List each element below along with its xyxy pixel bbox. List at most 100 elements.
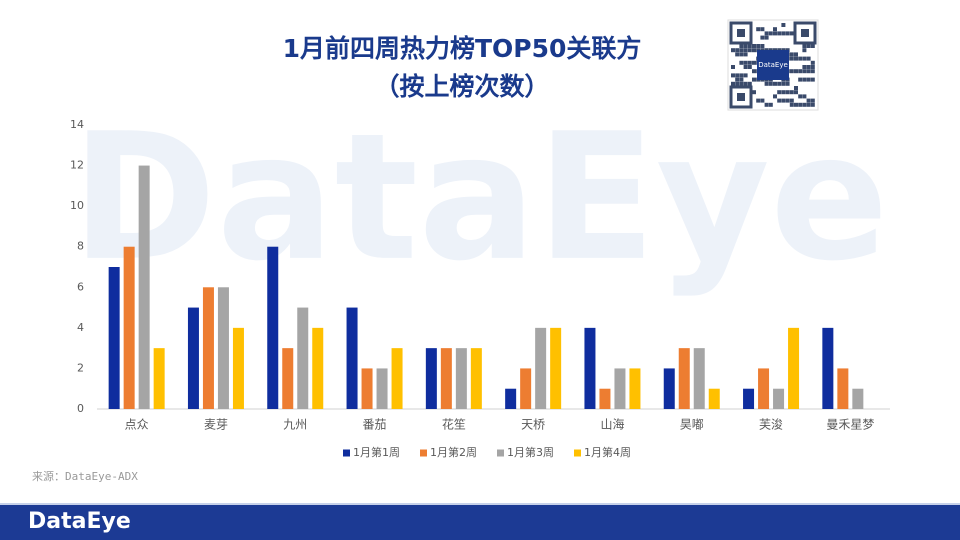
qr-dot xyxy=(806,56,811,61)
y-tick-label: 10 xyxy=(70,199,84,212)
y-tick-label: 2 xyxy=(77,361,84,374)
y-tick-label: 12 xyxy=(70,159,84,172)
bar xyxy=(678,348,690,409)
qr-dot xyxy=(739,73,744,78)
qr-finder-core xyxy=(737,29,745,37)
x-tick-label: 曼禾星梦 xyxy=(826,418,874,432)
qr-dot xyxy=(810,60,815,65)
bar xyxy=(629,368,641,409)
qr-dot xyxy=(785,98,790,103)
qr-dot xyxy=(752,44,756,48)
qr-dot xyxy=(764,81,769,86)
qr-dot xyxy=(802,56,807,61)
qr-dot xyxy=(764,102,769,107)
y-tick-label: 0 xyxy=(77,402,84,415)
qr-dot xyxy=(802,77,807,82)
qr-dot xyxy=(810,44,815,48)
qr-dot xyxy=(743,44,748,48)
x-tick-label: 天桥 xyxy=(521,418,545,432)
legend-label: 1月第1周 xyxy=(353,445,400,459)
qr-dot xyxy=(756,27,761,32)
qr-dot xyxy=(777,90,782,95)
qr-finder-core xyxy=(801,29,809,37)
legend-swatch xyxy=(420,449,427,457)
x-tick-label: 点众 xyxy=(125,418,149,432)
qr-dot xyxy=(743,65,748,69)
bar xyxy=(758,368,770,409)
qr-dot xyxy=(739,77,744,82)
qr-dot xyxy=(747,81,752,86)
bar xyxy=(391,348,403,409)
qr-dot xyxy=(739,81,744,86)
legend-label: 1月第2周 xyxy=(430,445,477,459)
qr-dot xyxy=(731,81,735,86)
bar xyxy=(217,287,229,409)
legend-swatch xyxy=(343,449,350,457)
qr-dot xyxy=(773,81,777,86)
qr-dot xyxy=(798,102,803,107)
qr-dot xyxy=(806,98,811,103)
qr-dot xyxy=(743,73,748,78)
qr-dot xyxy=(731,73,735,78)
qr-dot xyxy=(777,81,782,86)
qr-dot xyxy=(794,90,798,95)
qr-dot xyxy=(794,86,798,90)
qr-dot xyxy=(752,90,756,95)
qr-dot xyxy=(777,31,782,36)
bar xyxy=(550,327,562,409)
x-tick-label: 花笙 xyxy=(442,417,466,432)
qr-dot xyxy=(789,102,794,107)
bar xyxy=(505,388,517,409)
qr-dot xyxy=(802,65,807,69)
footer-line xyxy=(0,503,960,505)
qr-dot xyxy=(789,56,794,61)
qr-dot xyxy=(785,31,790,36)
x-tick-label: 九州 xyxy=(283,418,307,432)
bar xyxy=(822,327,834,409)
qr-dot xyxy=(735,52,740,57)
y-tick-label: 8 xyxy=(77,240,84,253)
bar xyxy=(376,368,388,409)
qr-dot xyxy=(735,81,740,86)
qr-dot xyxy=(756,44,761,48)
bar xyxy=(663,368,675,409)
bar xyxy=(743,388,755,409)
bar xyxy=(361,368,373,409)
bar xyxy=(440,348,452,409)
qr-dot xyxy=(773,94,777,99)
bar xyxy=(693,348,705,409)
qr-dot xyxy=(752,77,756,82)
qr-dot xyxy=(752,60,756,65)
bar xyxy=(267,246,279,409)
watermark: DataEye xyxy=(71,97,888,300)
legend-swatch xyxy=(574,449,581,457)
qr-dot xyxy=(794,56,798,61)
qr-dot xyxy=(806,102,811,107)
qr-dot xyxy=(789,31,794,36)
qr-dot xyxy=(781,81,786,86)
qr-finder-core xyxy=(737,93,745,101)
bar xyxy=(108,267,120,409)
qr-dot xyxy=(810,77,815,82)
qr-dot xyxy=(768,81,773,86)
qr-dot xyxy=(752,69,756,74)
footer-logo: DataEye xyxy=(28,509,131,534)
x-tick-label: 山海 xyxy=(600,417,624,432)
qr-dot xyxy=(743,81,748,86)
bar xyxy=(535,327,547,409)
qr-dot xyxy=(785,90,790,95)
bar xyxy=(455,348,467,409)
bar xyxy=(202,287,214,409)
qr-dot xyxy=(802,94,807,99)
qr-dot xyxy=(743,48,748,53)
bar xyxy=(470,348,482,409)
qr-dot xyxy=(806,77,811,82)
qr-dot xyxy=(789,69,794,74)
qr-dot xyxy=(747,65,752,69)
footer-bar xyxy=(0,505,960,540)
qr-dot xyxy=(756,98,761,103)
bar xyxy=(297,307,309,409)
qr-dot xyxy=(764,31,769,36)
x-tick-label: 昊嘟 xyxy=(680,418,704,432)
legend-label: 1月第3周 xyxy=(507,445,554,459)
